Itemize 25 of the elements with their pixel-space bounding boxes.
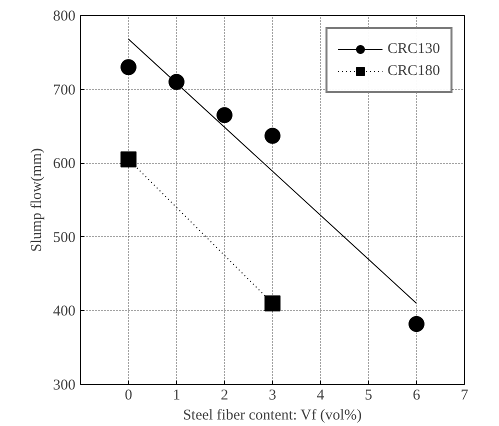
legend-label: CRC130: [387, 40, 440, 58]
x-tick-label: 4: [316, 388, 325, 404]
point: [264, 128, 280, 144]
y-tick-label: 300: [53, 378, 76, 394]
point: [264, 295, 280, 312]
x-tick-label: 3: [268, 388, 276, 404]
x-tick-label: 5: [364, 388, 372, 404]
point: [216, 107, 232, 124]
x-tick-label: 0: [124, 388, 132, 404]
x-tick-label: 1: [172, 388, 180, 404]
legend-label: CRC180: [387, 62, 440, 80]
point: [120, 151, 136, 168]
point: [408, 316, 424, 332]
y-tick-label: 500: [53, 230, 76, 246]
point: [120, 59, 136, 76]
y-tick-label: 600: [53, 156, 76, 172]
y-tick-label: 800: [53, 8, 76, 24]
point: [168, 74, 184, 90]
y-tick-label: 400: [53, 304, 76, 320]
y-axis-title: Slump flow(mm): [29, 148, 45, 252]
x-tick-label: 6: [412, 388, 421, 404]
y-tick-label: 700: [53, 82, 76, 98]
x-tick-label: 2: [220, 388, 228, 404]
x-axis-title: Steel fiber content: Vf (vol%): [182, 408, 362, 424]
x-tick-label: 7: [460, 388, 469, 404]
